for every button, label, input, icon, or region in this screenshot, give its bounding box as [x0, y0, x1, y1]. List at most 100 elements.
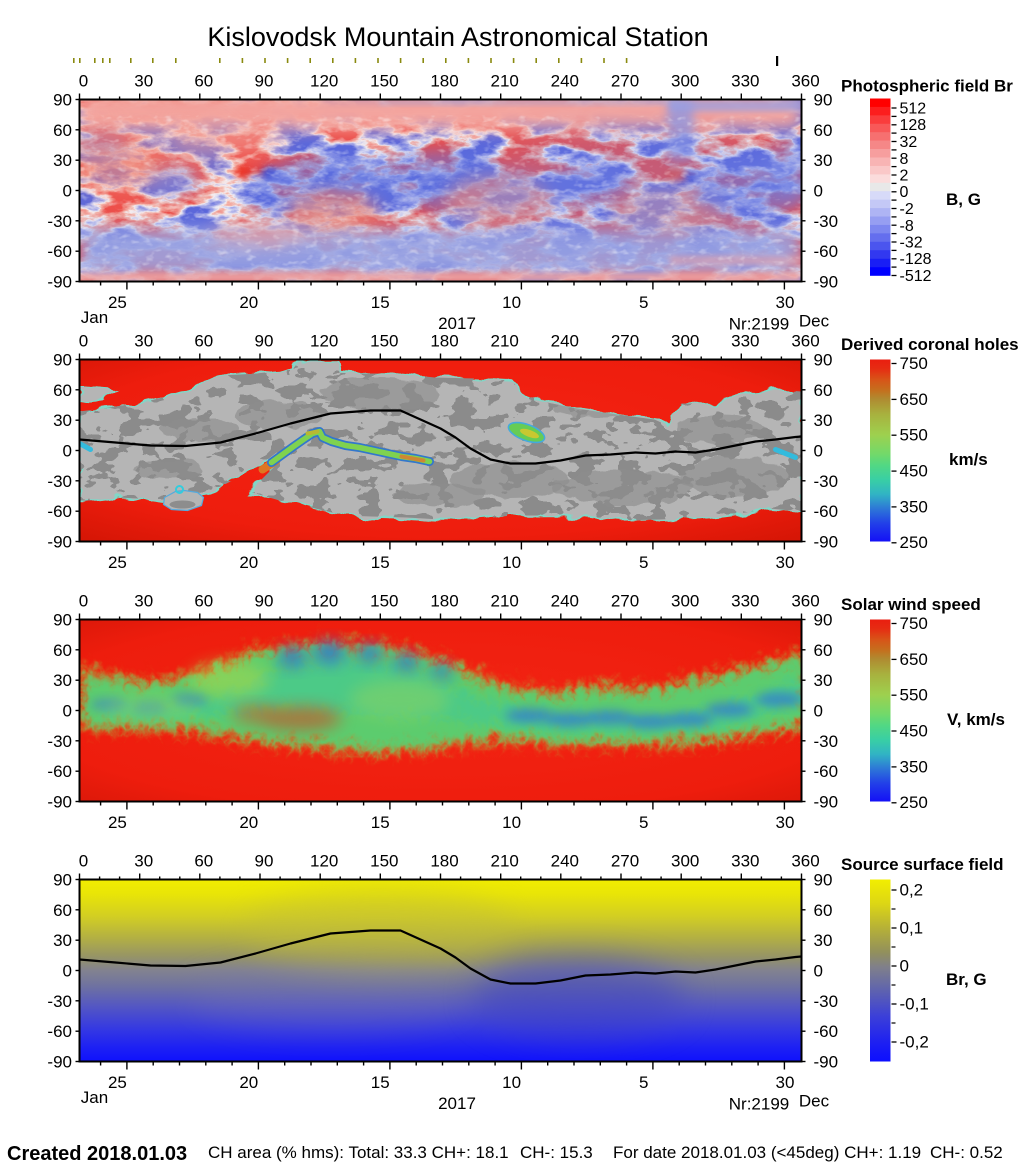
- svg-text:650: 650: [900, 390, 928, 409]
- svg-text:10: 10: [502, 553, 521, 572]
- svg-text:2017: 2017: [438, 1094, 476, 1113]
- svg-text:60: 60: [53, 901, 72, 920]
- svg-text:V, km/s: V, km/s: [947, 710, 1005, 729]
- svg-text:210: 210: [491, 592, 519, 611]
- svg-text:180: 180: [430, 852, 458, 871]
- svg-text:270: 270: [611, 332, 639, 351]
- svg-text:180: 180: [430, 332, 458, 351]
- svg-text:Dec: Dec: [799, 312, 830, 331]
- svg-text:25: 25: [108, 813, 127, 832]
- svg-text:0: 0: [63, 962, 72, 981]
- svg-text:-90: -90: [814, 533, 839, 552]
- svg-text:120: 120: [310, 592, 338, 611]
- svg-text:-30: -30: [814, 212, 839, 231]
- svg-text:-32: -32: [900, 235, 923, 252]
- svg-text:30: 30: [776, 813, 795, 832]
- svg-text:0: 0: [79, 592, 88, 611]
- svg-text:Nr:2199: Nr:2199: [729, 315, 789, 334]
- svg-text:0: 0: [814, 702, 823, 721]
- svg-text:Dec: Dec: [799, 1092, 830, 1111]
- svg-text:Br, G: Br, G: [946, 970, 987, 989]
- svg-text:90: 90: [255, 852, 274, 871]
- svg-text:30: 30: [134, 592, 153, 611]
- svg-text:360: 360: [791, 852, 819, 871]
- svg-text:Nr:2199: Nr:2199: [729, 1095, 789, 1114]
- svg-text:90: 90: [814, 611, 833, 630]
- svg-text:-60: -60: [47, 502, 72, 521]
- svg-text:-2: -2: [900, 201, 914, 218]
- svg-text:-90: -90: [47, 793, 72, 812]
- svg-text:-90: -90: [814, 1053, 839, 1072]
- svg-text:Jan: Jan: [81, 308, 108, 327]
- svg-text:30: 30: [814, 671, 833, 690]
- svg-text:0: 0: [79, 852, 88, 871]
- svg-text:25: 25: [108, 293, 127, 312]
- svg-text:150: 150: [370, 332, 398, 351]
- svg-text:60: 60: [194, 72, 213, 91]
- svg-text:60: 60: [53, 121, 72, 140]
- svg-text:210: 210: [491, 72, 519, 91]
- svg-text:60: 60: [814, 381, 833, 400]
- svg-text:5: 5: [639, 1073, 648, 1092]
- svg-text:240: 240: [551, 592, 579, 611]
- svg-text:15: 15: [371, 1073, 390, 1092]
- svg-text:330: 330: [731, 72, 759, 91]
- svg-text:0: 0: [814, 182, 823, 201]
- svg-text:30: 30: [814, 151, 833, 170]
- svg-text:5: 5: [639, 813, 648, 832]
- svg-text:30: 30: [53, 671, 72, 690]
- svg-text:330: 330: [731, 332, 759, 351]
- svg-text:10: 10: [502, 813, 521, 832]
- svg-text:km/s: km/s: [949, 450, 988, 469]
- svg-text:30: 30: [814, 411, 833, 430]
- svg-text:270: 270: [611, 852, 639, 871]
- svg-text:-8: -8: [900, 218, 914, 235]
- svg-text:60: 60: [814, 121, 833, 140]
- svg-text:20: 20: [239, 293, 258, 312]
- svg-text:Created 2018.01.03: Created 2018.01.03: [7, 1143, 187, 1165]
- svg-text:150: 150: [370, 72, 398, 91]
- svg-text:240: 240: [551, 852, 579, 871]
- svg-text:240: 240: [551, 72, 579, 91]
- svg-text:750: 750: [900, 614, 928, 633]
- svg-text:30: 30: [53, 151, 72, 170]
- svg-text:Source surface field: Source surface field: [841, 855, 1004, 874]
- svg-text:CH-: 15.3: CH-: 15.3: [520, 1143, 593, 1162]
- svg-text:15: 15: [371, 813, 390, 832]
- svg-text:550: 550: [900, 426, 928, 445]
- svg-text:15: 15: [371, 293, 390, 312]
- svg-text:-30: -30: [47, 732, 72, 751]
- svg-text:60: 60: [53, 641, 72, 660]
- svg-text:512: 512: [900, 101, 927, 118]
- svg-text:120: 120: [310, 72, 338, 91]
- svg-text:-60: -60: [814, 762, 839, 781]
- svg-text:15: 15: [371, 553, 390, 572]
- svg-text:350: 350: [900, 497, 928, 516]
- svg-text:0: 0: [63, 442, 72, 461]
- svg-text:-30: -30: [47, 212, 72, 231]
- svg-text:90: 90: [53, 351, 72, 370]
- svg-text:360: 360: [791, 332, 819, 351]
- svg-text:450: 450: [900, 462, 928, 481]
- svg-text:30: 30: [814, 931, 833, 950]
- svg-text:0: 0: [814, 442, 823, 461]
- svg-text:-30: -30: [814, 992, 839, 1011]
- svg-text:0: 0: [63, 702, 72, 721]
- svg-text:8: 8: [900, 151, 909, 168]
- svg-text:180: 180: [430, 72, 458, 91]
- svg-text:-0,2: -0,2: [900, 1033, 929, 1052]
- svg-text:30: 30: [134, 72, 153, 91]
- svg-text:-30: -30: [814, 732, 839, 751]
- svg-text:-60: -60: [47, 1022, 72, 1041]
- svg-text:300: 300: [671, 72, 699, 91]
- svg-text:60: 60: [194, 332, 213, 351]
- svg-text:750: 750: [900, 354, 928, 373]
- svg-text:0: 0: [79, 332, 88, 351]
- svg-text:250: 250: [900, 533, 928, 552]
- svg-text:128: 128: [900, 117, 927, 134]
- svg-text:2017: 2017: [438, 314, 476, 333]
- svg-text:120: 120: [310, 852, 338, 871]
- svg-text:0: 0: [900, 957, 909, 976]
- svg-text:180: 180: [430, 592, 458, 611]
- svg-text:-60: -60: [814, 1022, 839, 1041]
